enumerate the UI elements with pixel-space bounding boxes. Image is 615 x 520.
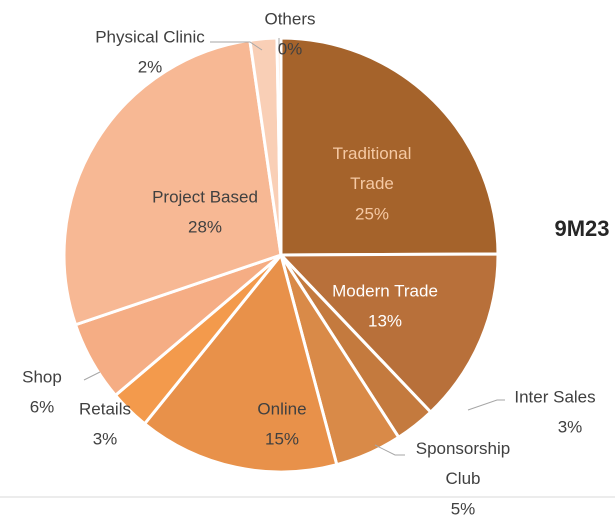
value-label: 3% — [93, 429, 118, 448]
chart-title: 9M23 — [554, 216, 609, 241]
leader-line — [374, 444, 405, 456]
slice-label: Sponsorship Club — [416, 439, 511, 488]
slice-label: Traditional Trade — [333, 144, 412, 193]
value-label: 5% — [451, 499, 476, 518]
slice-label: Project Based — [152, 187, 258, 206]
leader-line — [210, 41, 263, 51]
slice-label: Physical Clinic — [95, 27, 205, 46]
value-label: 6% — [30, 397, 55, 416]
value-label: 25% — [355, 204, 389, 223]
slice-label: Shop — [22, 367, 62, 386]
value-label: 15% — [265, 429, 299, 448]
value-label: 0% — [278, 39, 303, 58]
slice-label: Retails — [79, 399, 131, 418]
slice-label: Others — [264, 9, 315, 28]
value-label: 28% — [188, 217, 222, 236]
pie-slice — [279, 36, 500, 257]
pie-slice — [142, 251, 339, 474]
leader-line — [467, 399, 505, 411]
value-label: 3% — [558, 417, 583, 436]
value-label: 2% — [138, 57, 163, 76]
value-label: 13% — [368, 311, 402, 330]
slice-label: Modern Trade — [332, 281, 438, 300]
leader-line — [83, 371, 101, 381]
pie-slice — [277, 252, 500, 415]
pie-slice — [62, 38, 283, 327]
slice-label: Online — [257, 399, 306, 418]
slice-label: Inter Sales — [514, 387, 595, 406]
